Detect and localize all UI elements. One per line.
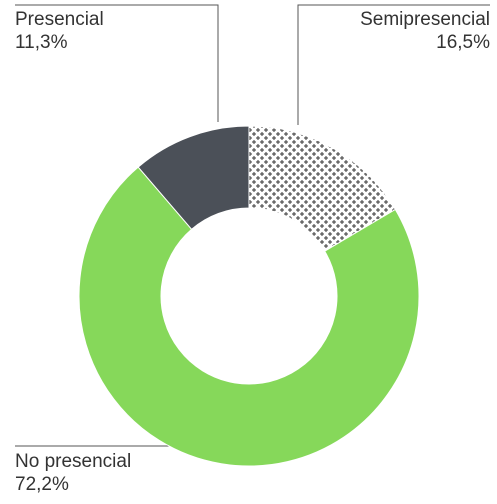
leader-lines — [15, 4, 490, 447]
leader-line — [15, 4, 219, 122]
label-name: No presencial — [15, 451, 131, 472]
leader-line — [297, 4, 490, 125]
label-name: Semipresencial — [360, 9, 490, 30]
label-value: 72,2% — [15, 474, 69, 495]
label-value: 16,5% — [436, 32, 490, 53]
label-name: Presencial — [15, 9, 104, 30]
donut-slice — [78, 166, 420, 467]
donut — [78, 125, 420, 467]
donut-slice — [137, 125, 250, 230]
label-value: 11,3% — [15, 32, 68, 53]
donut-slice — [248, 125, 397, 252]
